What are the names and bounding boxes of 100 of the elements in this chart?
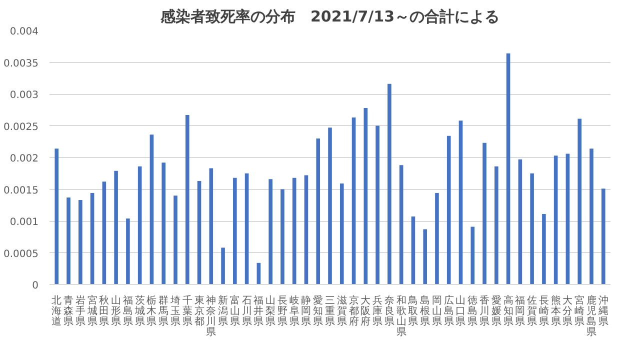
x-tick-label: 広島県 [444,294,454,328]
x-tick-label: 徳島県 [468,296,478,328]
bar [590,148,594,284]
y-tick-label: 0.0025 [4,122,39,133]
bar [328,128,332,284]
x-tick-label: 福岡県 [515,294,526,328]
bar [78,200,82,284]
x-tick-label: 群馬県 [158,294,169,328]
x-tick-label: 富山県 [230,294,240,328]
bar [518,159,522,284]
x-tick-label: 愛知県 [313,294,324,328]
x-tick-label: 長野県 [277,296,288,328]
x-tick-label: 岩手県 [75,294,86,328]
x-tick-label: 青森県 [64,294,74,328]
y-tick-label: 0.0035 [4,58,39,70]
x-tick-label: 鳥取県 [407,294,418,328]
bar [304,175,308,284]
x-tick-label: 大阪府 [360,294,371,328]
bar [138,166,142,284]
x-tick-label: 神奈川県 [206,294,216,338]
bar [102,182,106,284]
x-tick-label: 山口県 [456,294,466,328]
x-tick-label: 山形県 [111,294,122,328]
bar [185,114,190,284]
x-tick-label: 秋田県 [99,294,110,328]
bar [54,148,59,284]
bar [126,218,130,284]
y-tick-label: 0.001 [10,217,39,228]
bar [90,193,94,284]
x-tick-label: 愛媛県 [491,294,502,328]
bar [364,108,368,284]
y-tick-label: 0 [32,280,39,292]
y-tick-label: 0.0005 [4,248,39,260]
x-tick-label: 東京都 [194,294,204,328]
bar [221,248,225,284]
bar [292,178,296,284]
x-tick-label: 滋賀県 [336,294,347,328]
bar [446,136,451,284]
x-tick-label: 大分県 [562,294,573,328]
y-tick-label: 0.003 [10,90,39,101]
y-tick-label: 0.0015 [4,185,39,196]
bar [458,120,463,284]
x-tick-label: 香川県 [480,294,490,328]
bar [114,170,118,284]
chart-title: 感染者致死率の分布 2021/7/13～の合計による [159,8,500,26]
x-tick-label: 栃木県 [146,294,157,328]
x-tick-label: 高知県 [503,294,514,328]
x-tick-label: 埼玉県 [169,294,180,328]
bar [494,166,498,284]
bar [435,193,439,284]
bar [411,216,416,284]
x-tick-label: 島根県 [420,294,430,328]
bar [578,118,582,284]
bar [423,229,427,284]
bar [470,226,475,284]
bar [554,156,558,284]
bar [162,162,166,284]
bar [530,173,534,284]
bar [542,214,546,284]
x-tick-label: 沖縄県 [597,294,608,328]
bar [601,188,606,284]
x-tick-label: 千葉県 [182,294,192,328]
x-tick-label: 茨城県 [134,294,145,328]
bar [376,126,380,284]
bar [268,179,272,284]
bar [244,173,249,284]
x-tick-label: 石川県 [242,296,252,328]
bar [233,178,237,284]
x-tick-label: 山梨県 [266,294,276,328]
x-tick-label: 鹿児島県 [586,294,596,338]
x-tick-label: 岡山県 [432,296,442,328]
bar [316,138,320,284]
x-tick-label: 奈良県 [384,296,394,328]
bar [352,117,356,284]
y-tick-label: 0.002 [10,154,39,164]
x-tick-label: 熊本県 [550,294,561,328]
bar [174,196,178,284]
bar [566,154,570,284]
y-tick-label: 0.004 [10,26,39,38]
x-tick-label: 岐阜県 [289,294,300,328]
bar [482,142,486,284]
bar [506,53,510,284]
bar [399,165,404,284]
x-tick-label: 長崎県 [538,296,549,328]
bar [150,134,154,284]
x-tick-label: 兵庫県 [372,294,383,328]
x-tick-label: 佐賀県 [527,296,538,328]
x-tick-label: 宮崎県 [574,294,585,328]
bar [209,168,214,284]
bar [256,262,261,284]
x-tick-label: 宮城県 [86,294,98,328]
bar [340,184,344,284]
x-tick-label: 京都府 [348,294,359,328]
x-tick-label: 静岡県 [301,294,312,328]
x-tick-label: 北海道 [52,294,62,328]
x-tick-label: 福井県 [254,294,264,328]
bar [66,198,70,284]
x-tick-label: 新潟県 [218,294,228,328]
bar [388,84,392,284]
x-tick-label: 三重県 [325,296,335,328]
